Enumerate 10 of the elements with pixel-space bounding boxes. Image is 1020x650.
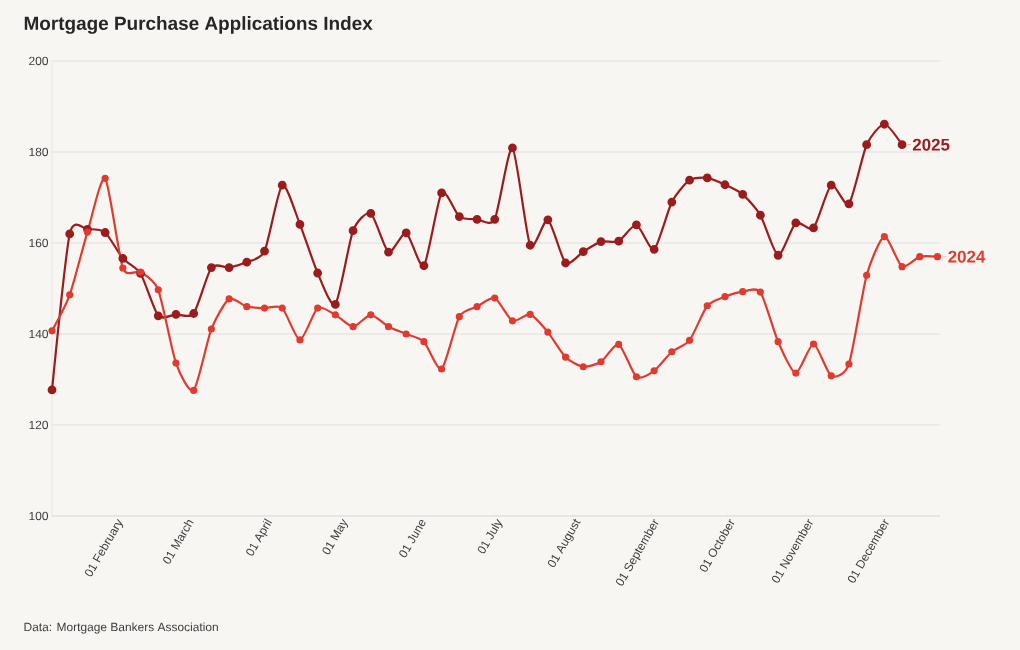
text: Data: Mortgage Bankers Association [24, 622, 218, 634]
y-tick-label: 140 [29, 329, 49, 339]
y-tick-label: 100 [29, 511, 49, 521]
y-tick-label: 120 [29, 420, 49, 430]
y-tick-label: 180 [29, 147, 49, 157]
series-label: 2025 [912, 138, 950, 151]
y-tick-label: 200 [29, 56, 49, 66]
y-tick-label: 160 [29, 238, 49, 248]
chart-title: Mortgage Purchase Applications Index [24, 16, 373, 34]
series-label: 2024 [948, 250, 986, 263]
